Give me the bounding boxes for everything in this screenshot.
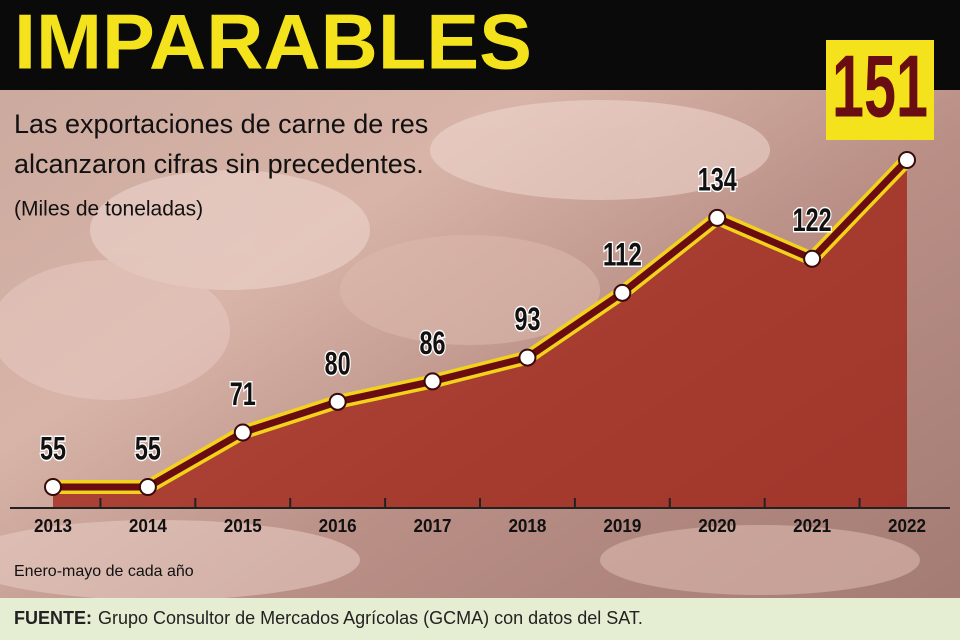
plot-area: 55 55 71 80 86 93 112 134 122 151 2013 2014 2015 2016… bbox=[34, 36, 934, 536]
point bbox=[518, 348, 537, 367]
value-label: 71 bbox=[230, 376, 256, 412]
point bbox=[613, 283, 632, 302]
footer-band bbox=[0, 598, 960, 640]
x-tick-label: 2013 bbox=[34, 516, 72, 536]
x-tick-label: 2019 bbox=[603, 516, 641, 536]
value-label: 151 bbox=[832, 36, 928, 135]
highlight-box bbox=[826, 40, 934, 140]
photo-texture bbox=[0, 100, 920, 600]
x-tick-label: 2017 bbox=[414, 516, 452, 536]
x-tick-label: 2014 bbox=[129, 516, 167, 536]
header-band bbox=[0, 0, 960, 90]
value-label: 80 bbox=[325, 345, 351, 381]
value-label: 55 bbox=[135, 430, 161, 466]
point bbox=[328, 392, 347, 411]
value-label: 93 bbox=[514, 301, 540, 337]
x-tick-label: 2018 bbox=[508, 516, 546, 536]
value-label: 112 bbox=[603, 236, 642, 272]
x-tick-label: 2015 bbox=[224, 516, 262, 536]
subtitle: alcanzaron cifras sin precedentes. bbox=[14, 149, 424, 179]
note: Enero-mayo de cada año bbox=[14, 563, 194, 580]
value-label: 55 bbox=[40, 430, 66, 466]
x-tick-label: 2021 bbox=[793, 516, 831, 536]
x-tick-label: 2022 bbox=[888, 516, 926, 536]
x-tick-label: 2020 bbox=[698, 516, 736, 536]
subtitle: Las exportaciones de carne de res bbox=[14, 109, 428, 139]
value-label: 122 bbox=[793, 202, 832, 238]
point bbox=[423, 372, 442, 391]
source: FUENTE: Grupo Consultor de Mercados Agríc… bbox=[14, 608, 643, 628]
line bbox=[53, 157, 910, 491]
chart-title: IMPARABLES bbox=[14, 0, 532, 86]
value-label: 86 bbox=[420, 325, 446, 361]
unit-label: (Miles de toneladas) bbox=[14, 198, 203, 221]
x-tick-label: 2016 bbox=[319, 516, 357, 536]
point bbox=[708, 208, 727, 227]
area bbox=[53, 160, 907, 508]
source-label: FUENTE: bbox=[14, 608, 92, 628]
point bbox=[44, 478, 62, 496]
point bbox=[138, 478, 157, 496]
value-label: 134 bbox=[698, 161, 737, 197]
point bbox=[803, 249, 822, 268]
source-text: Grupo Consultor de Mercados Agrícolas (G… bbox=[98, 608, 643, 628]
point bbox=[898, 151, 916, 169]
point bbox=[233, 423, 252, 442]
